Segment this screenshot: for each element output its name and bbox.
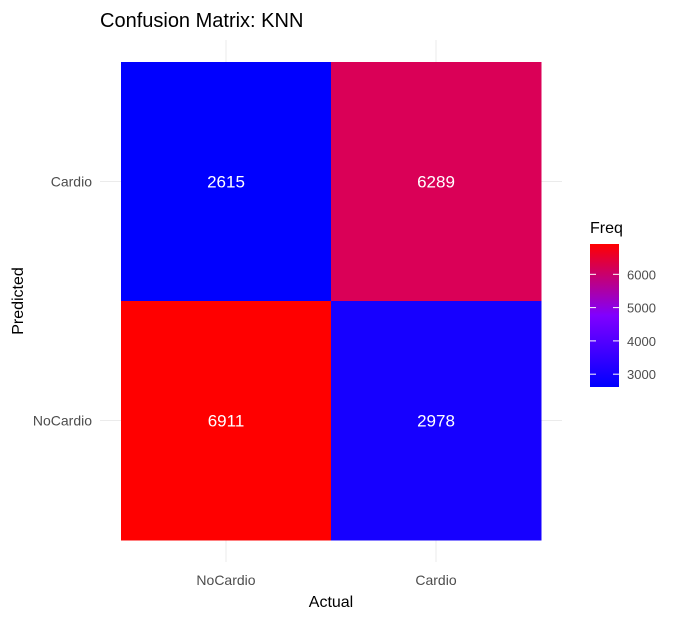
cell-value-label: 6289 [417,173,455,192]
heatmap-cell [121,62,332,302]
y-axis-title: Predicted [10,267,27,335]
cell-value-label: 6911 [208,412,245,431]
legend-title: Freq [590,220,623,237]
y-tick-label: Cardio [51,174,92,190]
x-axis-ticks: NoCardio Cardio [196,572,456,588]
legend: Freq 3000 4000 5000 6000 [590,220,656,387]
legend-ticks: 3000 4000 5000 6000 [590,267,656,382]
cell-value-labels: 2615 6289 6911 2978 [207,173,455,431]
legend-colorbar [590,244,619,387]
chart-title: Confusion Matrix: KNN [100,10,303,32]
legend-tick-label: 5000 [627,301,656,316]
heatmap-cells [121,62,542,541]
legend-tick-label: 6000 [627,267,656,282]
legend-tick-label: 3000 [627,367,656,382]
legend-tick-label: 4000 [627,334,656,349]
heatmap-cell [331,301,542,541]
y-axis-ticks: NoCardio Cardio [33,174,92,429]
x-axis-title: Actual [309,594,353,611]
cell-value-label: 2978 [417,412,455,431]
heatmap-cell [331,62,542,302]
y-tick-label: NoCardio [33,413,92,429]
heatmap-cell [121,301,332,541]
x-tick-label: NoCardio [196,572,255,588]
x-tick-label: Cardio [415,572,456,588]
cell-value-label: 2615 [207,173,245,192]
